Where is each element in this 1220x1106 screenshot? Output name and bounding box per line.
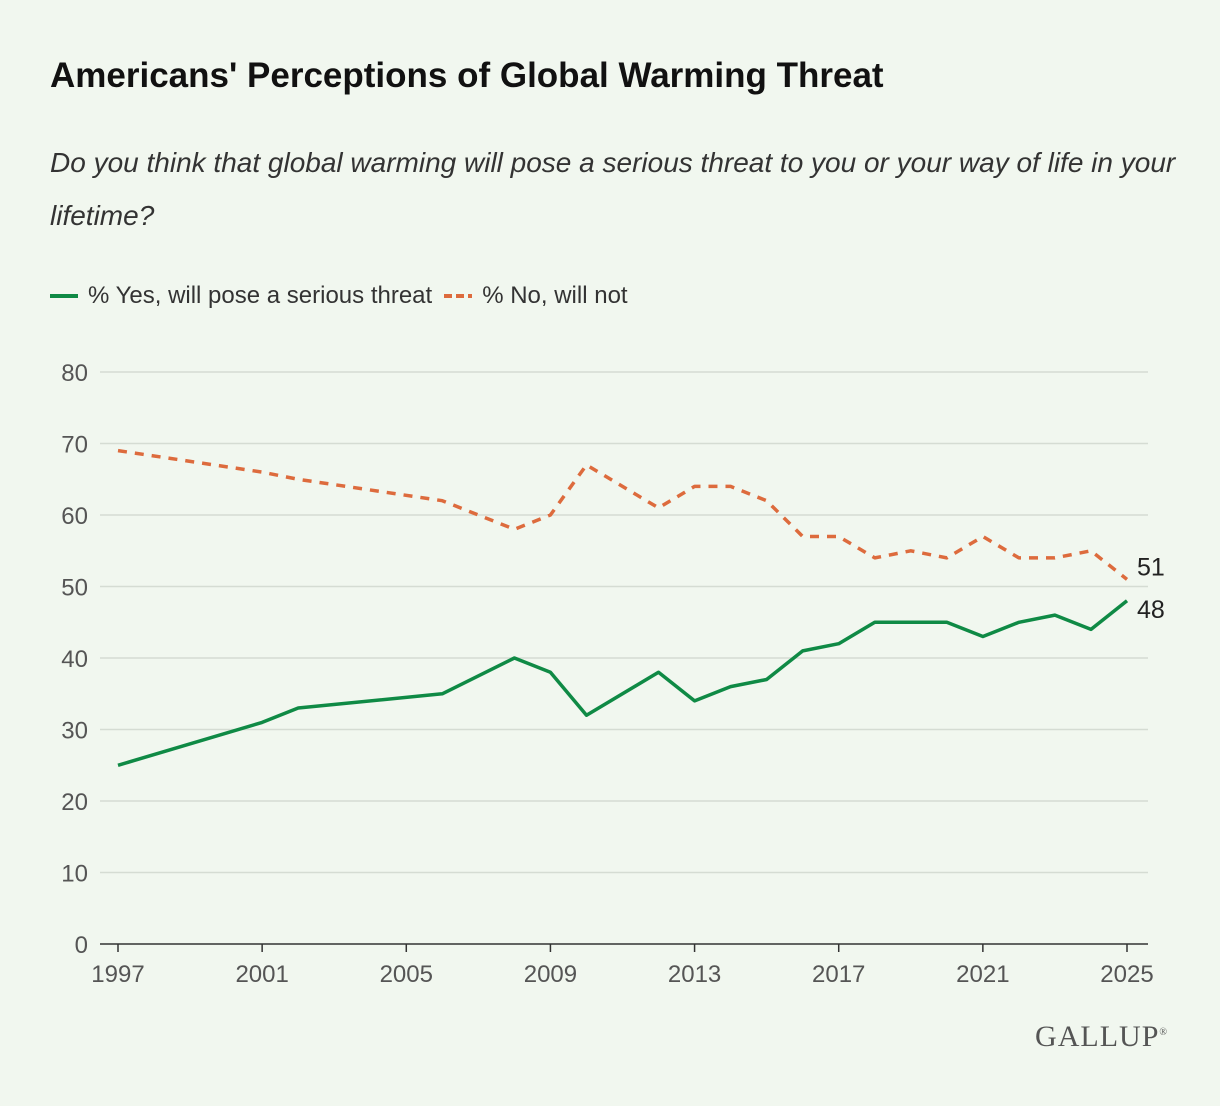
chart-title: Americans' Perceptions of Global Warming… [50, 56, 884, 95]
chart-subtitle: Do you think that global warming will po… [50, 147, 1176, 231]
legend: % Yes, will pose a serious threat % No, … [50, 282, 640, 310]
series-line-yes [117, 599, 1129, 767]
y-tick-label-30: 30 [61, 718, 88, 745]
x-tick-label-2025: 2025 [1100, 961, 1153, 988]
y-tick-label-50: 50 [61, 575, 88, 602]
y-tick-label-20: 20 [61, 789, 88, 816]
end-label-no: 51 [1137, 553, 1165, 581]
x-tick-label-2021: 2021 [956, 961, 1009, 988]
end-label-yes: 48 [1137, 596, 1165, 624]
y-tick-label-40: 40 [61, 646, 88, 673]
logo-registered-mark: ® [1159, 1027, 1168, 1038]
y-tick-label-0: 0 [75, 932, 88, 959]
legend-label-yes: % Yes, will pose a serious threat [88, 282, 433, 309]
x-tick-label-2001: 2001 [235, 961, 288, 988]
logo-text: GALLUP [1035, 1020, 1160, 1053]
legend-label-no: % No, will not [482, 282, 628, 309]
x-tick-label-1997: 1997 [91, 961, 144, 988]
x-tick-label-2013: 2013 [668, 961, 721, 988]
y-tick-label-60: 60 [61, 503, 88, 530]
legend-item-yes: % Yes, will pose a serious threat [50, 282, 432, 310]
legend-item-no: % No, will not [444, 282, 628, 310]
legend-swatch-no [444, 294, 473, 298]
x-tick-label-2009: 2009 [524, 961, 577, 988]
gallup-logo: GALLUP® [1035, 1020, 1168, 1054]
x-tick-label-2017: 2017 [812, 961, 865, 988]
y-tick-label-80: 80 [61, 360, 88, 387]
legend-swatch-yes [50, 294, 78, 298]
x-tick-label-2005: 2005 [380, 961, 433, 988]
y-tick-label-70: 70 [61, 432, 88, 459]
y-tick-label-10: 10 [61, 861, 88, 888]
